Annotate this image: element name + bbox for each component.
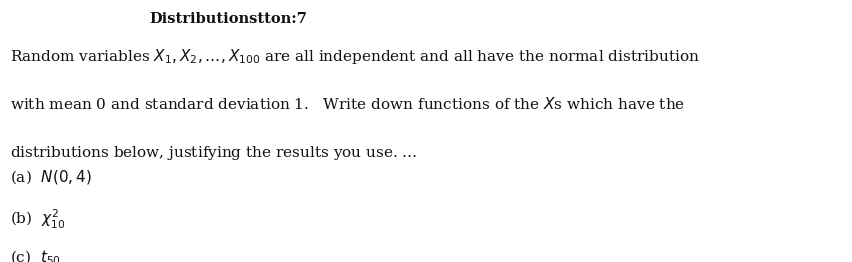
Text: with mean 0 and standard deviation 1.   Write down functions of the $X$s which h: with mean 0 and standard deviation 1. Wr… — [10, 96, 685, 112]
Text: (a)  $N(0, 4)$: (a) $N(0, 4)$ — [10, 168, 92, 186]
Text: Random variables $X_1, X_2, \ldots , X_{100}$ are all independent and all have t: Random variables $X_1, X_2, \ldots , X_{… — [10, 47, 700, 66]
Text: distributions below, justifying the results you use. $\ldots$: distributions below, justifying the resu… — [10, 144, 417, 162]
Text: (c)  $t_{50}$: (c) $t_{50}$ — [10, 249, 61, 262]
Text: (b)  $\chi^2_{10}$: (b) $\chi^2_{10}$ — [10, 208, 66, 232]
Text: Distributionstton:7: Distributionstton:7 — [149, 12, 307, 26]
